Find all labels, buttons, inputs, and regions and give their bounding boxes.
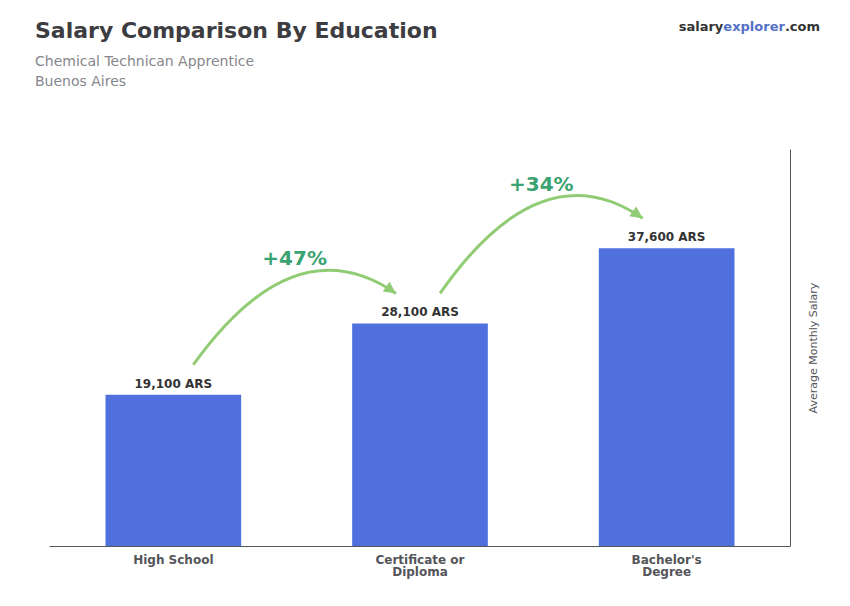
svg-text:+47%: +47% — [262, 246, 327, 270]
svg-text:37,600 ARS: 37,600 ARS — [628, 230, 706, 244]
svg-text:Certificate or: Certificate or — [375, 553, 465, 567]
svg-text:Buenos Aires: Buenos Aires — [35, 73, 126, 89]
svg-text:Bachelor's: Bachelor's — [631, 553, 702, 567]
svg-text:Degree: Degree — [642, 565, 691, 579]
svg-text:Salary Comparison By Education: Salary Comparison By Education — [35, 18, 438, 43]
svg-text:28,100 ARS: 28,100 ARS — [381, 305, 459, 319]
svg-text:explorer: explorer — [723, 19, 785, 34]
svg-text:19,100 ARS: 19,100 ARS — [135, 377, 213, 391]
svg-text:High School: High School — [133, 553, 213, 567]
svg-text:Diploma: Diploma — [392, 565, 448, 579]
svg-text:+34%: +34% — [509, 172, 574, 196]
svg-text:Average Monthly Salary: Average Monthly Salary — [807, 282, 820, 413]
svg-text:.com: .com — [785, 19, 820, 34]
svg-text:Chemical Technican Apprentice: Chemical Technican Apprentice — [35, 53, 254, 69]
svg-text:salary: salary — [679, 19, 724, 34]
